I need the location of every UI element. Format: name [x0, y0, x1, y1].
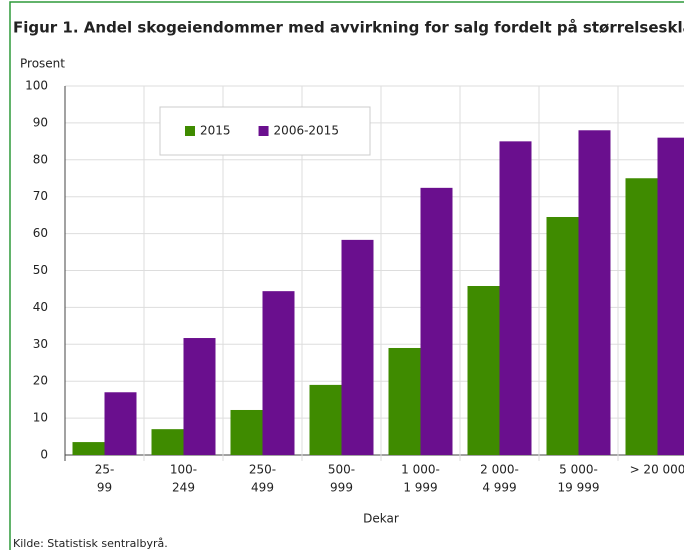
bar — [546, 216, 579, 455]
x-tick-label: 100- — [170, 463, 197, 477]
bar — [183, 338, 216, 455]
bar — [467, 285, 500, 455]
legend-swatch — [258, 126, 269, 136]
bar — [341, 239, 374, 455]
frame — [9, 1, 684, 550]
x-tick-label: 1 999 — [403, 481, 437, 495]
bar — [230, 409, 263, 455]
y-tick-label: 30 — [33, 337, 48, 351]
bar — [151, 429, 184, 455]
y-tick-label: 60 — [33, 226, 48, 240]
x-tick-label: 499 — [251, 481, 274, 495]
bar — [420, 187, 453, 455]
x-tick-label: 500- — [328, 463, 355, 477]
legend-label: 2015 — [200, 124, 231, 138]
bar — [499, 141, 532, 455]
y-tick-label: 90 — [33, 115, 48, 129]
x-tick-label: 999 — [330, 481, 353, 495]
y-tick-label: 0 — [40, 448, 48, 462]
chart-title: Figur 1. Andel skogeiendommer med avvirk… — [13, 19, 684, 37]
bar — [72, 442, 105, 455]
y-tick-label: 10 — [33, 411, 48, 425]
x-tick-label: > 20 000 — [630, 463, 684, 477]
bar — [388, 347, 421, 455]
legend-swatch — [185, 126, 195, 136]
bar — [309, 384, 342, 455]
y-tick-label: 70 — [33, 189, 48, 203]
source: Kilde: Statistisk sentralbyrå. — [13, 537, 168, 550]
y-axis-label: Prosent — [20, 57, 65, 71]
x-tick-label: 250- — [249, 463, 276, 477]
bar — [625, 178, 658, 455]
x-tick-label: 2 000- — [480, 463, 519, 477]
y-tick-label: 80 — [33, 152, 48, 166]
x-tick-label: 19 999 — [558, 481, 600, 495]
x-tick-label: 4 999 — [482, 481, 516, 495]
y-tick-label: 100 — [25, 79, 48, 93]
x-tick-label: 249 — [172, 481, 195, 495]
x-axis-label: Dekar — [363, 512, 399, 526]
x-tick-label: 99 — [97, 481, 112, 495]
legend-label: 2006-2015 — [274, 124, 339, 138]
bar — [578, 130, 611, 455]
x-tick-label: 1 000- — [401, 463, 440, 477]
y-tick-label: 20 — [33, 374, 48, 388]
y-tick-label: 40 — [33, 300, 48, 314]
x-tick-label: 25- — [95, 463, 115, 477]
x-tick-label: 5 000- — [559, 463, 598, 477]
bar — [262, 291, 295, 455]
bar — [657, 137, 684, 455]
bar — [104, 392, 137, 455]
y-tick-label: 50 — [33, 263, 48, 277]
